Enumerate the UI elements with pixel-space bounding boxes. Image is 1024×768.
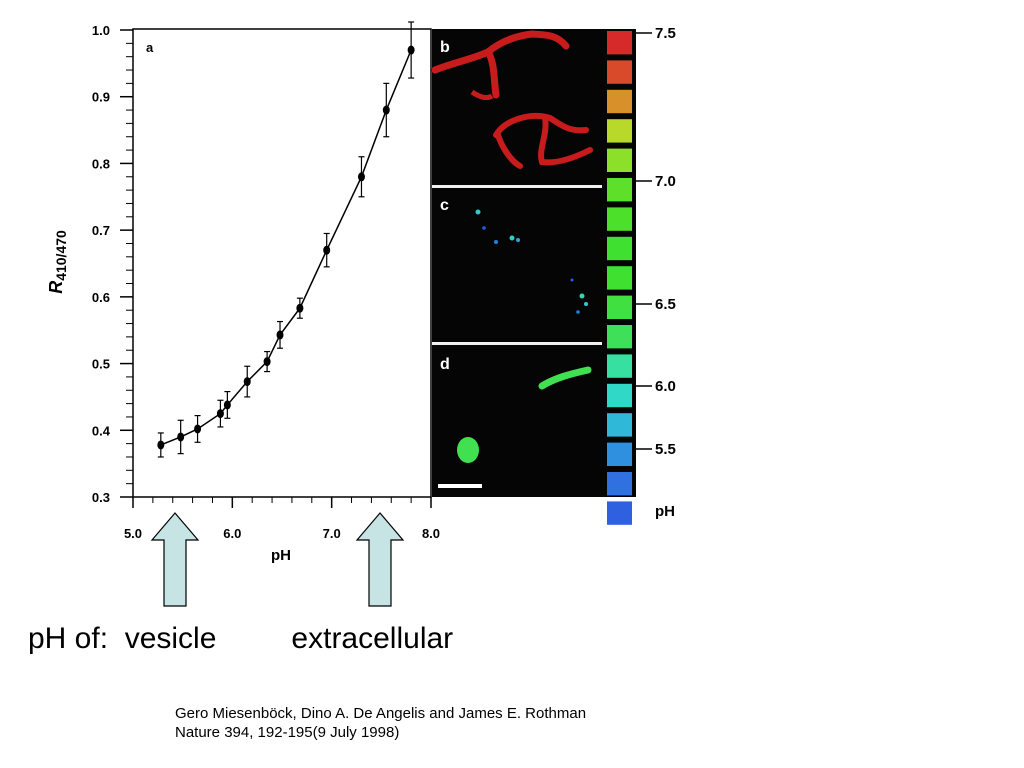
ph-scale-swatch [607, 119, 632, 143]
data-point [177, 432, 185, 442]
figure-svg: a 0.30.40.50.60.70.80.91.0 5.0 6.0 7.0 8.0 … [46, 21, 676, 607]
y-tick-label: 0.4 [92, 423, 111, 438]
y-tick-label: 0.8 [92, 156, 110, 171]
ph-scale-swatch [607, 178, 632, 202]
data-point [276, 330, 284, 340]
ph-scale-swatch [607, 442, 632, 466]
panel-label-b: b [440, 39, 450, 56]
y-tick-label: 0.7 [92, 223, 110, 238]
y-tick-label: 0.9 [92, 90, 110, 105]
ph-scale-swatch [607, 325, 632, 349]
caption-ph-of: pH of: vesicle extracellular [28, 622, 454, 655]
micrograph-panel-d: d [432, 345, 602, 497]
micrograph-panel-c: c [432, 188, 602, 342]
ph-scale-swatch [607, 354, 632, 378]
scale-bar [438, 484, 482, 488]
panel-label-a: a [146, 40, 154, 55]
y-tick-label: 1.0 [92, 23, 110, 38]
y-axis-label-main: R [46, 281, 66, 294]
x-axis-label: pH [271, 547, 291, 564]
ph-scale-swatch [607, 413, 632, 437]
micrograph-panel-b: b [431, 29, 602, 185]
ph-scale-swatch [607, 295, 632, 319]
ph-scale-label: 7.5 [655, 25, 676, 42]
ph-scale-label: 5.5 [655, 441, 676, 458]
x-tick-label: 6.0 [223, 526, 241, 541]
data-point [194, 424, 202, 434]
ph-scale-swatch [607, 89, 632, 114]
panel-label-c: c [440, 197, 449, 214]
x-tick-label: 8.0 [422, 526, 440, 541]
ph-scale-unit: pH [655, 503, 675, 520]
ph-scale-label: 6.0 [655, 378, 676, 395]
ph-scale-swatch [607, 266, 632, 290]
data-point [223, 400, 231, 410]
y-axis-ticks: 0.3 0.4 0.5 0.6 0.7 0.8 0.9 1.0 [92, 23, 133, 505]
panel-label-d: d [440, 356, 450, 373]
ph-scale-swatch [607, 501, 632, 525]
data-point [243, 377, 251, 387]
y-tick-label: 0.3 [92, 490, 110, 505]
x-tick-label: 7.0 [323, 526, 341, 541]
ph-scale-label: 6.5 [655, 296, 676, 313]
panel-divider [432, 185, 607, 188]
arrow-extracellular [355, 512, 405, 607]
data-point [357, 172, 365, 182]
data-point [216, 409, 224, 419]
ph-scale-swatch [607, 207, 632, 231]
plot-frame [132, 28, 432, 498]
citation-authors: Gero Miesenböck, Dino A. De Angelis and … [175, 705, 587, 722]
ph-scale-label: 7.0 [655, 173, 676, 190]
y-axis-label-sub: 410/470 [53, 230, 69, 281]
ph-scale-swatch [607, 472, 632, 496]
panel-divider [432, 342, 607, 345]
citation-journal: Nature 394, 192-195(9 July 1998) [175, 724, 400, 741]
y-tick-label: 0.6 [92, 290, 110, 305]
data-point [382, 105, 390, 115]
y-axis-label: R410/470 [46, 230, 69, 294]
arrow-vesicle [150, 512, 200, 607]
citation: Gero Miesenböck, Dino A. De Angelis and … [175, 704, 586, 742]
x-axis-ticks: 5.0 6.0 7.0 8.0 [124, 497, 440, 541]
data-point [263, 357, 271, 367]
ph-scale-swatch [607, 31, 632, 55]
x-tick-label: 5.0 [124, 526, 142, 541]
data-point [407, 45, 415, 55]
ph-scale-swatch [607, 148, 632, 172]
data-point [157, 440, 165, 450]
data-point [296, 303, 304, 313]
y-tick-label: 0.5 [92, 357, 110, 372]
ph-color-scale [602, 29, 636, 525]
data-point [323, 245, 331, 255]
series-points [157, 21, 415, 458]
ph-scale-swatch [607, 383, 632, 408]
ph-scale-swatch [607, 236, 632, 261]
ph-scale-swatch [607, 60, 632, 84]
